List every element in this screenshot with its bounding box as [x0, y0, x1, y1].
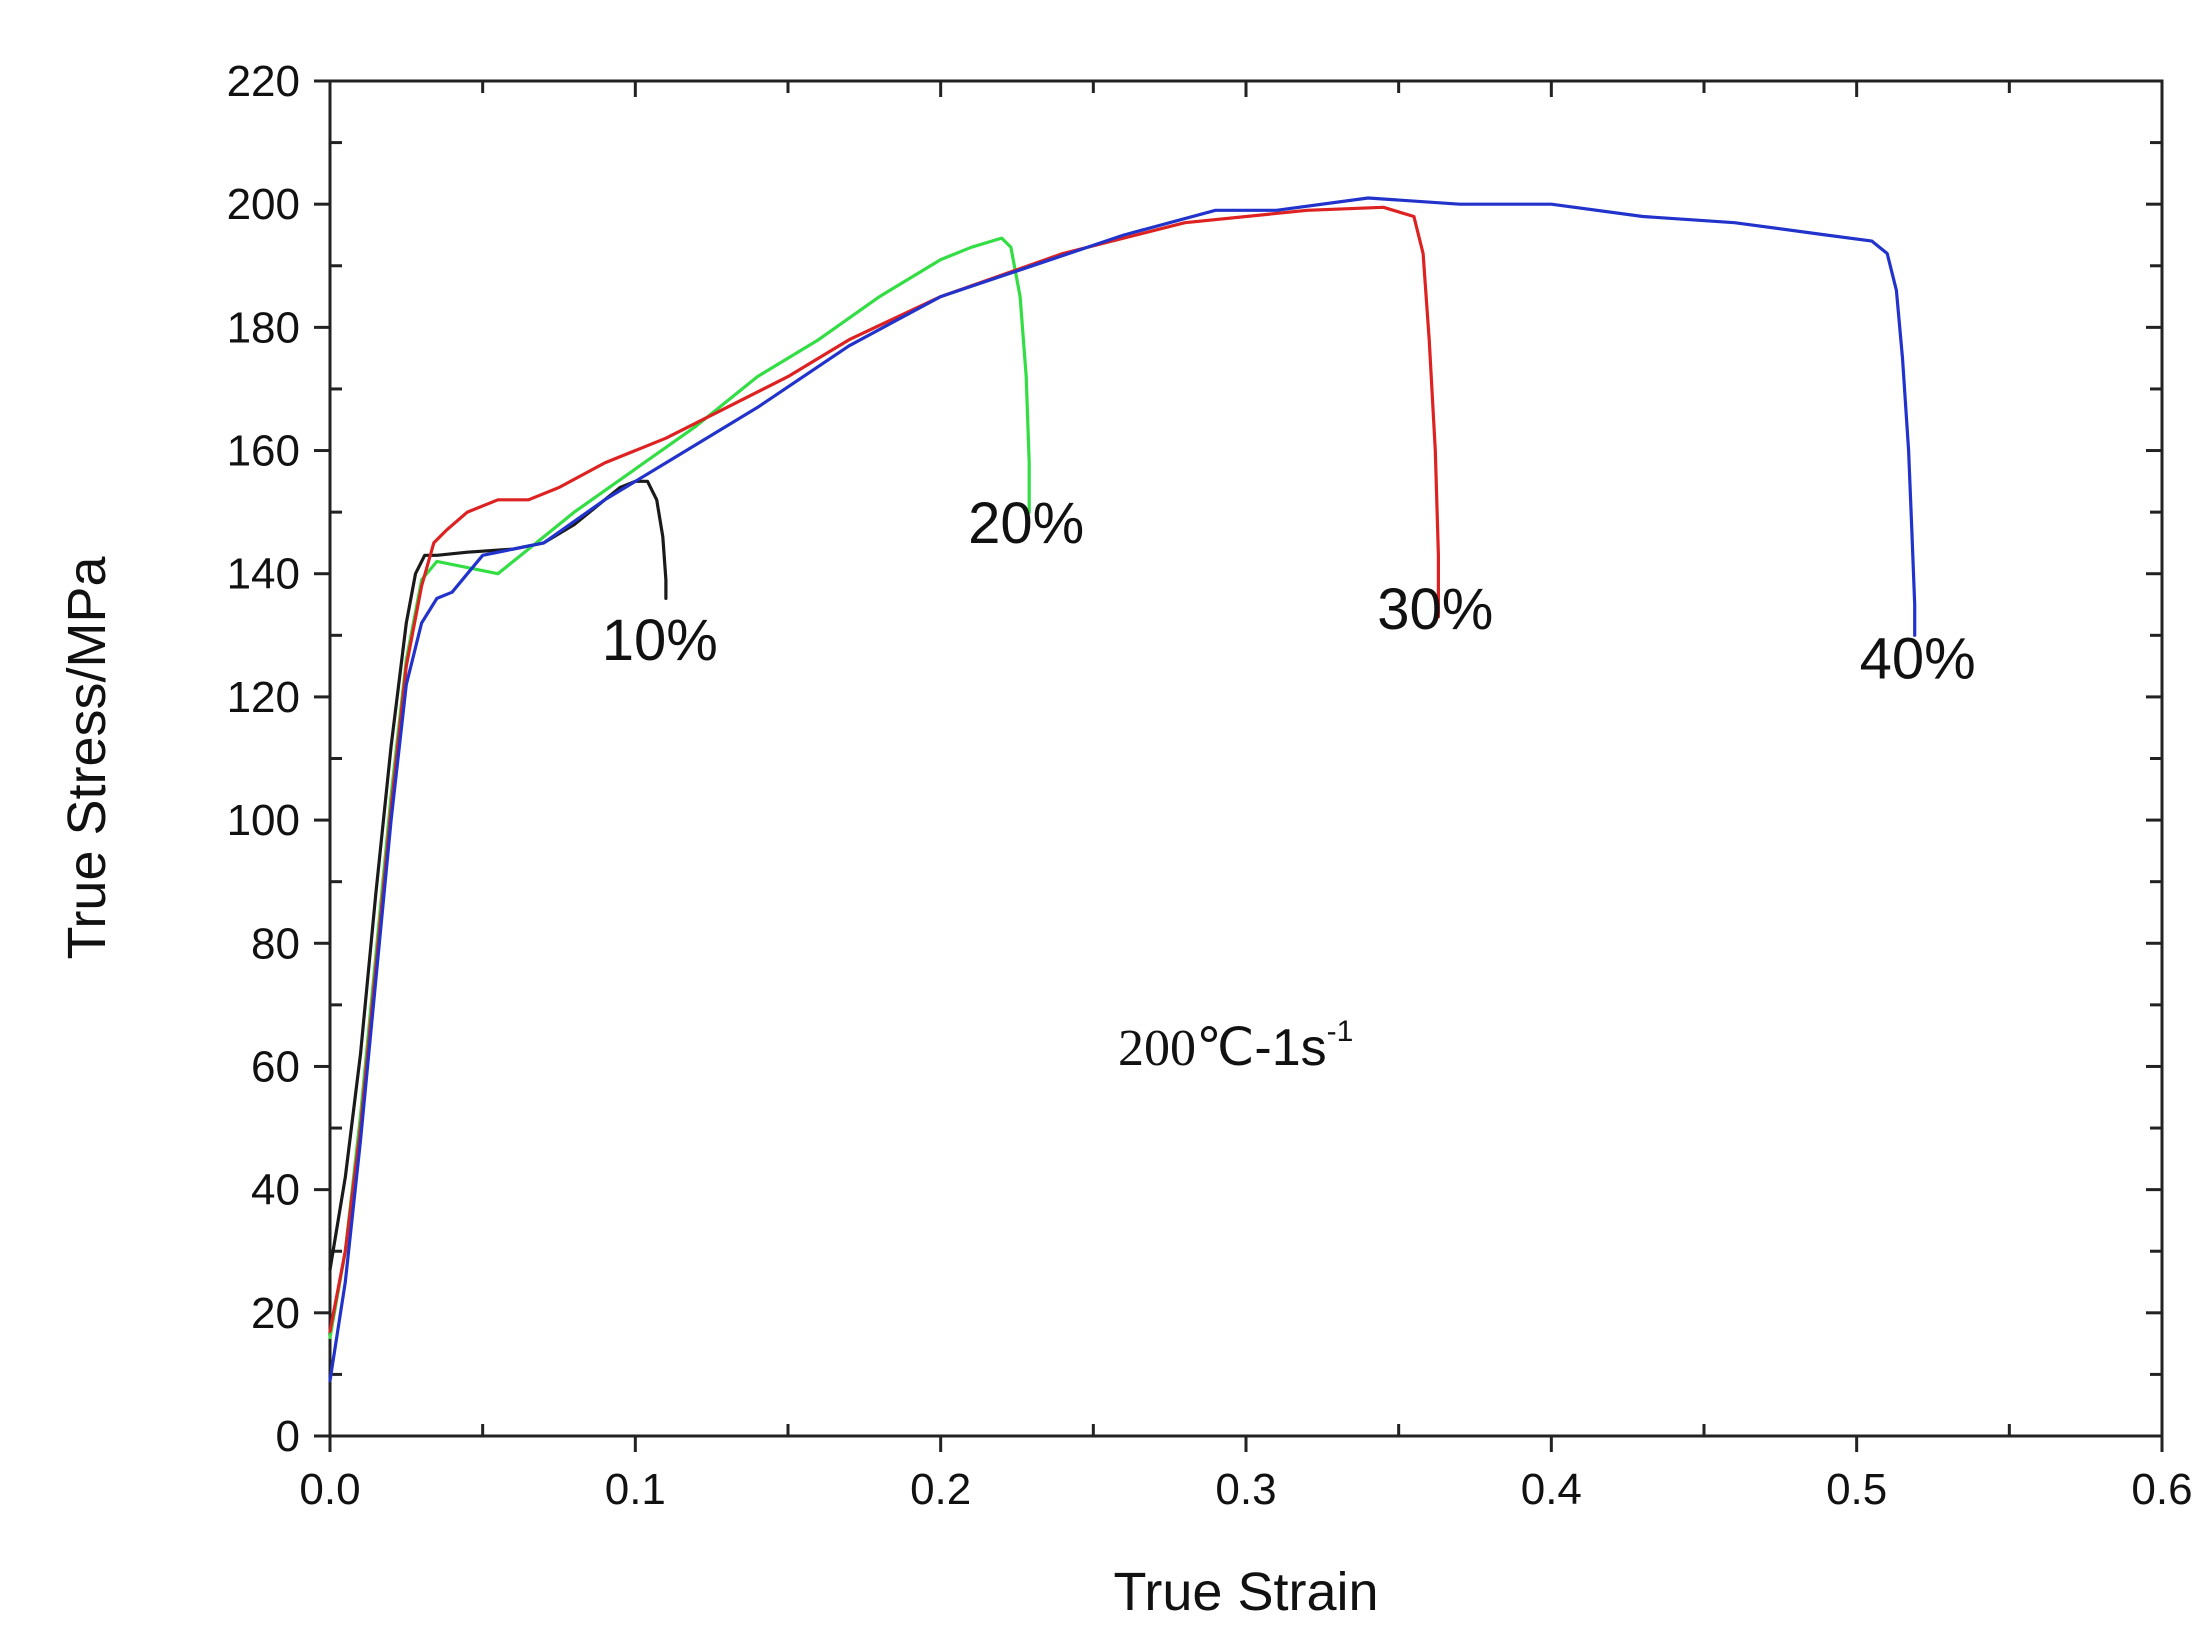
y-tick-label: 220	[227, 57, 300, 106]
plot-frame	[328, 79, 2164, 1438]
y-tick-label: 60	[251, 1042, 300, 1091]
strain-rate-exponent: -1	[1327, 1015, 1354, 1048]
series-line-40pct	[328, 196, 1917, 1383]
x-tick-label: 0.4	[1521, 1465, 1582, 1514]
x-axis-title: True Strain	[1113, 1562, 1378, 1622]
series-labels: 10% 20% 30% 40%	[602, 491, 1976, 692]
y-tick-label: 180	[227, 303, 300, 352]
series-line-10pct	[328, 479, 668, 1272]
y-tick-label: 160	[227, 427, 300, 476]
temperature-label: 200℃	[1118, 1020, 1254, 1077]
y-tick-label: 20	[251, 1289, 300, 1338]
series-label-40pct: 40%	[1860, 626, 1976, 691]
x-tick-labels: 0.0 0.1 0.2 0.3 0.4 0.5 0.6	[299, 1465, 2192, 1514]
y-tick-label: 40	[251, 1166, 300, 1215]
series-line-20pct	[328, 236, 1031, 1340]
x-tick-label: 0.0	[299, 1465, 360, 1514]
x-tick-label: 0.3	[1215, 1465, 1276, 1514]
test-condition-annotation: 200℃-1s-1	[1118, 1015, 1353, 1077]
y-tick-label: 100	[227, 796, 300, 845]
series-label-20pct: 20%	[968, 491, 1084, 556]
x-tick-label: 0.2	[910, 1465, 971, 1514]
y-tick-labels: 0 20 40 60 80 100 120 140 160 180 200 220	[227, 57, 300, 1461]
y-tick-label: 120	[227, 673, 300, 722]
series-label-30pct: 30%	[1377, 577, 1493, 642]
y-axis-title: True Stress/MPa	[57, 555, 117, 959]
series-line-30pct	[328, 205, 1441, 1333]
series-label-10pct: 10%	[602, 608, 718, 673]
y-tick-label: 140	[227, 550, 300, 599]
y-tick-label: 80	[251, 919, 300, 968]
x-tick-label: 0.1	[605, 1465, 666, 1514]
series-lines	[328, 196, 1917, 1383]
x-tick-label: 0.6	[2131, 1465, 2192, 1514]
axis-ticks	[314, 79, 2164, 1452]
x-tick-label: 0.5	[1826, 1465, 1887, 1514]
y-tick-label: 200	[227, 180, 300, 229]
strain-rate-label: -1s	[1254, 1019, 1326, 1077]
y-tick-label: 0	[276, 1412, 300, 1461]
